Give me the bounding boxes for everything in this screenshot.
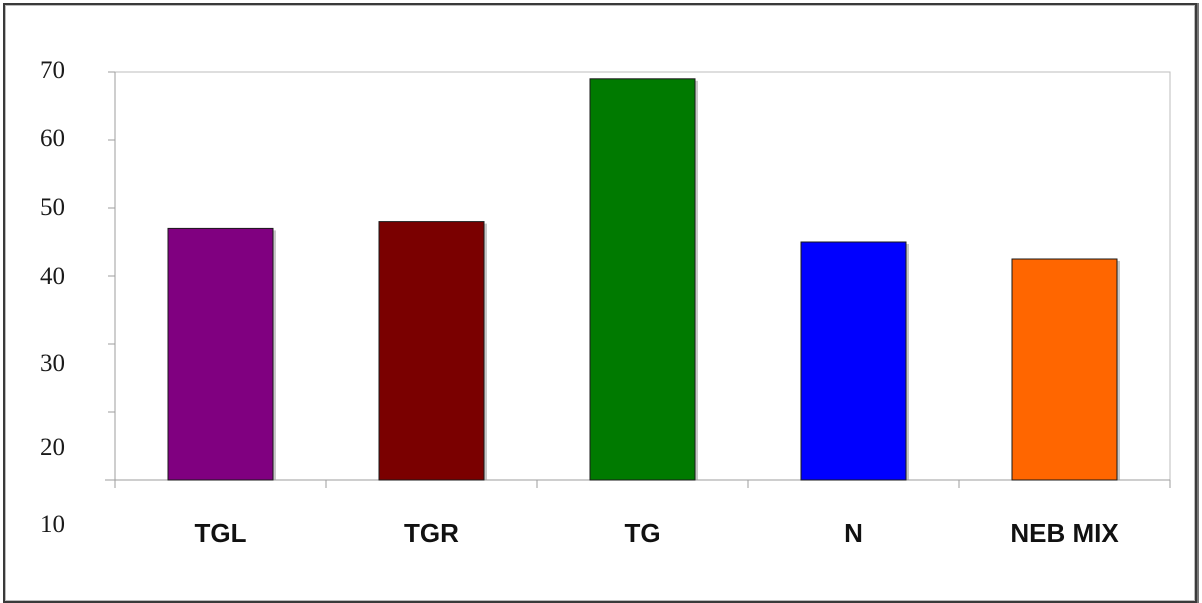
y-tick-label: 50 — [40, 194, 65, 221]
bar-group — [589, 78, 698, 481]
x-category-label: TGL — [195, 518, 247, 548]
y-tick-label: 10 — [40, 511, 65, 538]
bar-group — [1011, 258, 1120, 481]
bar — [1011, 258, 1118, 481]
y-tick-label: 60 — [40, 125, 65, 152]
bar-group — [167, 227, 276, 481]
bar-group — [800, 241, 909, 481]
bar — [589, 78, 696, 481]
bar-group — [378, 221, 487, 481]
y-tick-label: 40 — [40, 263, 65, 290]
bar — [378, 221, 485, 481]
x-category-label: TGR — [404, 518, 459, 548]
x-category-label: N — [844, 518, 863, 548]
x-category-label: TG — [624, 518, 660, 548]
x-category-label: NEB MIX — [1010, 518, 1119, 548]
bar — [167, 227, 274, 481]
y-tick-label: 30 — [40, 350, 65, 377]
bar — [800, 241, 907, 481]
y-tick-label: 70 — [40, 57, 65, 84]
y-tick-label: 20 — [40, 434, 65, 461]
